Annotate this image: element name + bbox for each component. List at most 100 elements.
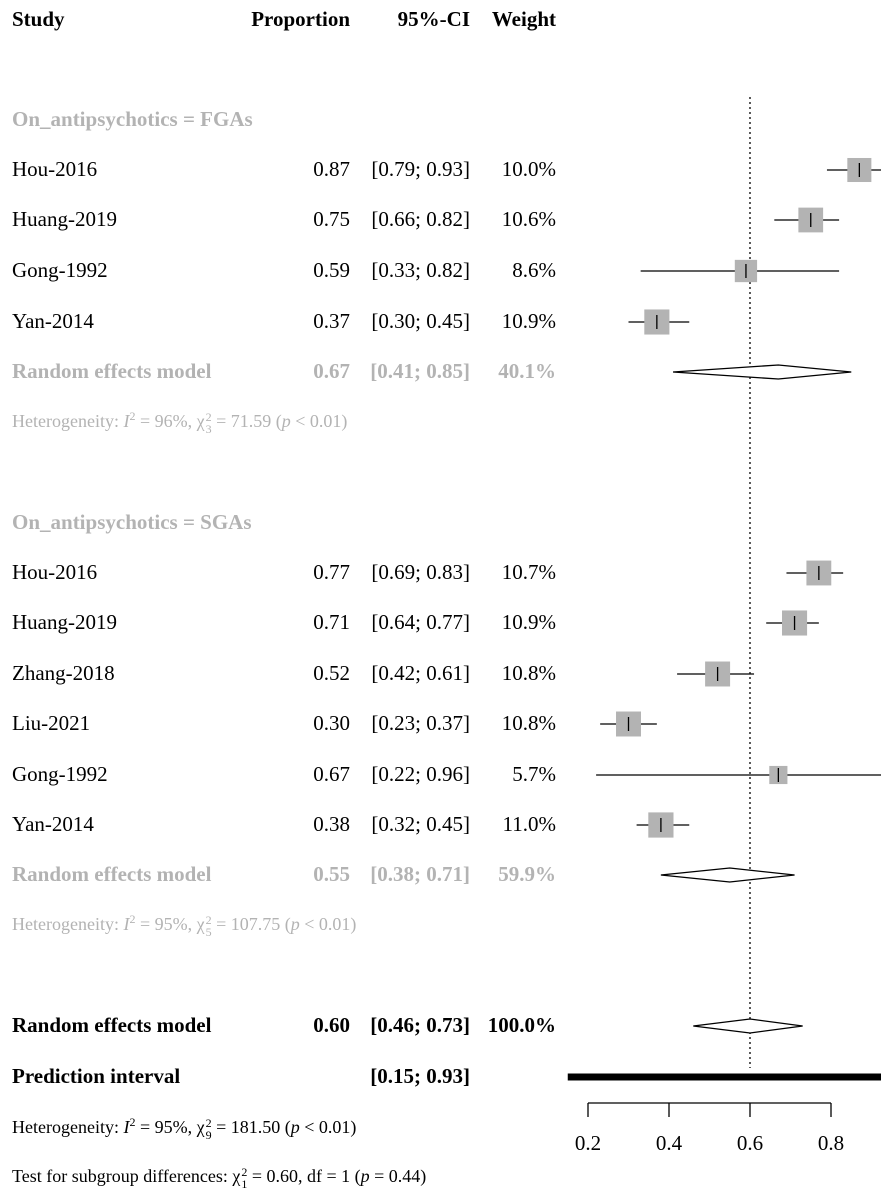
- subgroup-differences-test-eq2: = 0.60, df = 1 (: [247, 1166, 361, 1187]
- study-ci: [0.32; 0.45]: [371, 812, 470, 836]
- study-name: Yan-2014: [12, 812, 94, 836]
- study-ci: [0.30; 0.45]: [371, 309, 470, 333]
- prediction-interval-label: Prediction interval: [12, 1064, 181, 1088]
- subgroup-heterogeneity-eq1: = 96%,: [135, 411, 197, 431]
- study-ci: [0.69; 0.83]: [371, 560, 470, 584]
- study-weight: 10.6%: [501, 207, 556, 231]
- header-weight: Weight: [491, 7, 556, 31]
- study-weight: 8.6%: [512, 258, 556, 282]
- study-proportion: 0.30: [313, 711, 350, 735]
- study-ci: [0.23; 0.37]: [371, 711, 470, 735]
- study-name: Gong-1992: [12, 762, 108, 786]
- header-proportion: Proportion: [251, 7, 350, 31]
- study-weight: 10.9%: [501, 309, 556, 333]
- subgroup-model-label: Random effects model: [12, 359, 212, 383]
- subgroup-diamond: [673, 364, 852, 380]
- study-ci: [0.33; 0.82]: [371, 258, 470, 282]
- overall-heterogeneity-eq2: = 181.50 (: [211, 1117, 291, 1137]
- study-weight: 5.7%: [512, 762, 556, 786]
- study-proportion: 0.67: [313, 762, 350, 786]
- group-title: On_antipsychotics = FGAs: [12, 107, 253, 131]
- x-tick-label: 0.6: [736, 1131, 764, 1155]
- subgroup-heterogeneity-chi: χ: [196, 914, 205, 934]
- study-name: Liu-2021: [12, 711, 91, 735]
- study-weight: 10.0%: [501, 157, 556, 181]
- subgroup-heterogeneity-i: I: [123, 914, 130, 934]
- subgroup-model-weight: 40.1%: [498, 359, 556, 383]
- subgroup-heterogeneity-p: p: [290, 914, 300, 934]
- overall-heterogeneity-tail: < 0.01): [299, 1117, 357, 1137]
- study-weight: 10.9%: [501, 610, 556, 634]
- subgroup-heterogeneity-i: I: [123, 411, 130, 431]
- subgroup-heterogeneity-i-sup: 2: [129, 912, 136, 926]
- overall-heterogeneity-sup: 2: [205, 1115, 212, 1130]
- overall-model-proportion: 0.60: [313, 1013, 350, 1037]
- subgroup-heterogeneity-i-sup: 2: [129, 409, 136, 423]
- subgroup-heterogeneity-tail: < 0.01): [290, 411, 348, 431]
- overall-heterogeneity-prefix: Heterogeneity:: [12, 1117, 124, 1137]
- subgroup-model-label: Random effects model: [12, 862, 212, 886]
- header-study: Study: [12, 7, 65, 31]
- overall-heterogeneity-i-sup: 2: [129, 1115, 136, 1129]
- subgroup-differences-test-tail: = 0.44): [369, 1166, 427, 1187]
- study-ci: [0.64; 0.77]: [371, 610, 470, 634]
- study-proportion: 0.71: [313, 610, 350, 634]
- subgroup-model-weight: 59.9%: [498, 862, 556, 886]
- overall-heterogeneity-p: p: [290, 1117, 300, 1137]
- subgroup-model-proportion: 0.55: [313, 862, 350, 886]
- prediction-interval-bar: [567, 1073, 881, 1081]
- group-title: On_antipsychotics = SGAs: [12, 510, 252, 534]
- study-weight: 11.0%: [502, 812, 556, 836]
- subgroup-differences-test-p: p: [360, 1166, 370, 1187]
- study-name: Huang-2019: [12, 610, 117, 634]
- prediction-interval-ci: [0.15; 0.93]: [370, 1064, 470, 1088]
- study-ci: [0.22; 0.96]: [371, 762, 470, 786]
- study-proportion: 0.59: [313, 258, 350, 282]
- x-tick-label: 0.2: [574, 1131, 602, 1155]
- overall-model-weight: 100.0%: [487, 1013, 556, 1037]
- subgroup-heterogeneity-tail: < 0.01): [299, 914, 357, 934]
- study-ci: [0.66; 0.82]: [371, 207, 470, 231]
- study-ci: [0.42; 0.61]: [371, 661, 470, 685]
- subgroup-heterogeneity-eq1: = 95%,: [135, 914, 197, 934]
- subgroup-heterogeneity-sub: 3: [205, 421, 212, 436]
- study-ci: [0.79; 0.93]: [371, 157, 470, 181]
- subgroup-heterogeneity-p: p: [281, 411, 291, 431]
- study-weight: 10.8%: [501, 661, 556, 685]
- subgroup-heterogeneity-eq2: = 107.75 (: [211, 914, 291, 934]
- study-proportion: 0.52: [313, 661, 350, 685]
- subgroup-diamond: [660, 867, 795, 883]
- subgroup-heterogeneity-eq2: = 71.59 (: [211, 411, 282, 431]
- study-name: Zhang-2018: [12, 661, 115, 685]
- overall-heterogeneity-eq1: = 95%,: [135, 1117, 197, 1137]
- study-proportion: 0.37: [313, 309, 350, 333]
- study-name: Hou-2016: [12, 560, 98, 584]
- overall-heterogeneity-i: I: [123, 1117, 130, 1137]
- subgroup-heterogeneity-sup: 2: [205, 409, 212, 424]
- study-weight: 10.7%: [501, 560, 556, 584]
- subgroup-model-ci: [0.41; 0.85]: [370, 359, 470, 383]
- study-proportion: 0.77: [313, 560, 350, 584]
- study-proportion: 0.38: [313, 812, 350, 836]
- x-tick-label: 0.4: [655, 1131, 683, 1155]
- study-proportion: 0.75: [313, 207, 350, 231]
- study-weight: 10.8%: [501, 711, 556, 735]
- overall-heterogeneity-chi: χ: [196, 1117, 205, 1137]
- study-name: Yan-2014: [12, 309, 94, 333]
- subgroup-model-ci: [0.38; 0.71]: [370, 862, 470, 886]
- subgroup-model-proportion: 0.67: [313, 359, 350, 383]
- overall-heterogeneity-sub: 9: [205, 1127, 212, 1142]
- subgroup-differences-test-chi: χ: [232, 1166, 241, 1187]
- study-name: Hou-2016: [12, 157, 98, 181]
- overall-model-ci: [0.46; 0.73]: [370, 1013, 470, 1037]
- subgroup-differences-test-sub: 1: [241, 1177, 248, 1191]
- study-name: Gong-1992: [12, 258, 108, 282]
- subgroup-heterogeneity-prefix: Heterogeneity:: [12, 411, 124, 431]
- subgroup-heterogeneity-chi: χ: [196, 411, 205, 431]
- subgroup-heterogeneity-prefix: Heterogeneity:: [12, 914, 124, 934]
- overall-diamond: [693, 1018, 803, 1034]
